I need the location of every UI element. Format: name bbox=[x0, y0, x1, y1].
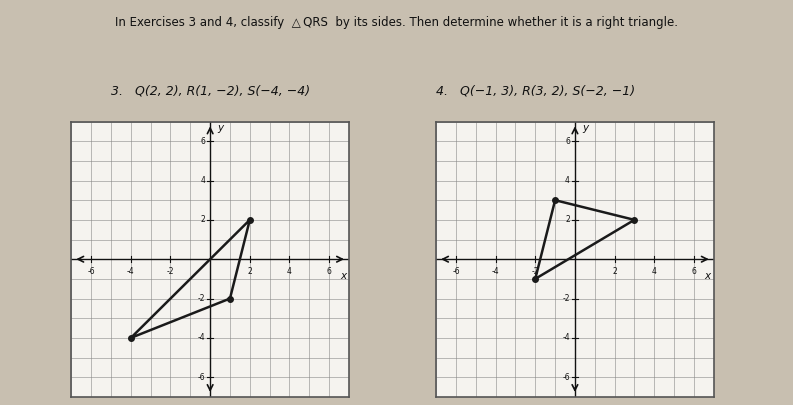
Text: 6: 6 bbox=[201, 136, 205, 146]
Text: In Exercises 3 and 4, classify  △ QRS  by its sides. Then determine whether it i: In Exercises 3 and 4, classify △ QRS by … bbox=[115, 16, 678, 29]
Text: 6: 6 bbox=[327, 267, 331, 276]
Text: -2: -2 bbox=[531, 267, 539, 276]
Text: 2: 2 bbox=[201, 215, 205, 224]
Text: 2: 2 bbox=[565, 215, 570, 224]
Text: -4: -4 bbox=[562, 333, 570, 342]
Text: -2: -2 bbox=[562, 294, 570, 303]
Text: x: x bbox=[340, 271, 346, 281]
Text: -2: -2 bbox=[167, 267, 174, 276]
Text: -6: -6 bbox=[197, 373, 205, 382]
Text: x: x bbox=[705, 271, 711, 281]
Text: -4: -4 bbox=[492, 267, 500, 276]
Text: 6: 6 bbox=[565, 136, 570, 146]
Text: 6: 6 bbox=[691, 267, 696, 276]
Text: y: y bbox=[582, 124, 588, 134]
Text: 4: 4 bbox=[201, 176, 205, 185]
Text: 4: 4 bbox=[652, 267, 657, 276]
Text: -6: -6 bbox=[562, 373, 570, 382]
Text: 4: 4 bbox=[565, 176, 570, 185]
Text: 2: 2 bbox=[247, 267, 252, 276]
Text: -4: -4 bbox=[197, 333, 205, 342]
Text: 2: 2 bbox=[612, 267, 617, 276]
Text: -6: -6 bbox=[452, 267, 460, 276]
Text: y: y bbox=[217, 124, 223, 134]
Text: -2: -2 bbox=[197, 294, 205, 303]
Text: -6: -6 bbox=[87, 267, 95, 276]
Text: 4.   Q(−1, 3), R(3, 2), S(−2, −1): 4. Q(−1, 3), R(3, 2), S(−2, −1) bbox=[436, 84, 635, 97]
Text: 3.   Q(2, 2), R(1, −2), S(−4, −4): 3. Q(2, 2), R(1, −2), S(−4, −4) bbox=[111, 84, 310, 97]
Text: 4: 4 bbox=[287, 267, 292, 276]
Text: -4: -4 bbox=[127, 267, 135, 276]
